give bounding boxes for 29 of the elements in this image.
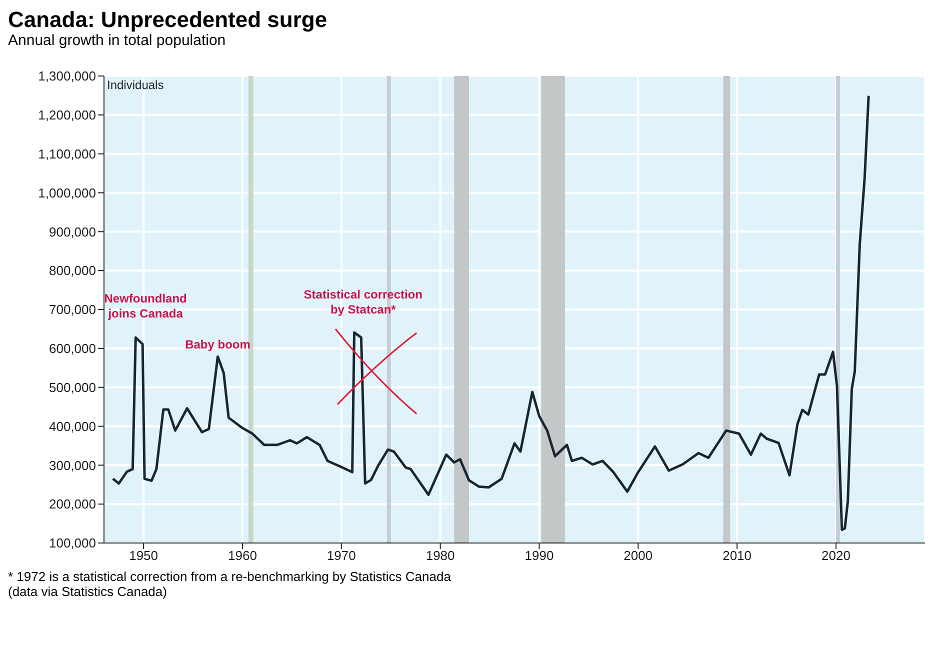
y-tick-label: 1,100,000 xyxy=(38,146,96,162)
x-tick-label: 2000 xyxy=(624,548,653,564)
chart-title: Canada: Unprecedented surge xyxy=(8,7,328,32)
text: * 1972 is a statistical correction from a re-benchmarking by Statistics Canada xyxy=(8,569,452,584)
x-tick-label: 1950 xyxy=(129,548,158,564)
y-tick-label: 600,000 xyxy=(49,341,96,356)
y-tick-label: 900,000 xyxy=(49,224,96,240)
text: (data via Statistics Canada) xyxy=(8,584,168,599)
y-tick-label: 500,000 xyxy=(49,380,96,395)
y-tick-label: 1,000,000 xyxy=(38,185,96,200)
y-tick-label: 700,000 xyxy=(49,302,96,318)
y-tick-label: 400,000 xyxy=(49,418,96,434)
y-tick-label: 200,000 xyxy=(49,496,96,512)
y-tick-label: 300,000 xyxy=(49,458,96,473)
y-tick-label: 100,000 xyxy=(49,536,96,551)
annotation: Newfoundland joins Canada xyxy=(104,291,187,320)
x-tick-label: 1970 xyxy=(326,548,356,564)
chart-subtitle: Annual growth in total population xyxy=(8,32,227,50)
x-tick-label: 1980 xyxy=(426,548,455,564)
annotation: Statistical correction by Statcan* xyxy=(304,287,423,316)
annotation: Baby boom xyxy=(185,337,250,352)
y-tick-label: 1,300,000 xyxy=(38,68,96,84)
x-tick-label: 2020 xyxy=(822,548,850,564)
x-tick-label: 1990 xyxy=(524,548,554,564)
y-axis-title: Individuals xyxy=(107,78,164,92)
y-tick-label: 1,200,000 xyxy=(38,108,96,123)
y-tick-label: 800,000 xyxy=(49,263,96,278)
x-tick-label: 1960 xyxy=(228,548,257,564)
x-tick-label: 2010 xyxy=(722,548,752,564)
